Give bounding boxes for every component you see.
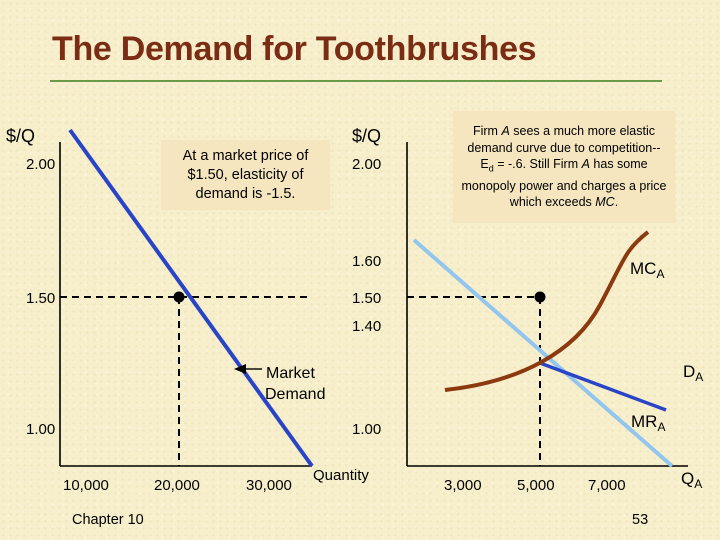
market-panel: $/Q 2.00 1.50 1.00 10,000 20,000 30,000 … bbox=[6, 126, 325, 494]
chapter-label: Chapter 10 bbox=[72, 512, 144, 528]
market-y-axis-label: $/Q bbox=[6, 126, 35, 146]
market-demand-label-line2: Demand bbox=[265, 386, 325, 403]
firm-x-axis-label: Quantity bbox=[313, 467, 369, 484]
market-demand-line bbox=[68, 128, 314, 468]
market-y-tick-1.00: 1.00 bbox=[26, 421, 55, 438]
market-x-tick-10000: 10,000 bbox=[63, 477, 109, 494]
market-x-tick-20000: 20,000 bbox=[154, 477, 200, 494]
page-number: 53 bbox=[632, 512, 649, 528]
firm-y-axis-label: $/Q bbox=[352, 126, 381, 146]
firm-marginal-revenue-line bbox=[539, 361, 667, 412]
firm-x-tick-7000: 7,000 bbox=[588, 477, 626, 494]
firm-demand-line bbox=[412, 238, 674, 468]
market-equilibrium-point bbox=[173, 291, 185, 303]
mc-label: MCA bbox=[630, 259, 664, 281]
firm-y-tick-1.00: 1.00 bbox=[352, 421, 381, 438]
demand-label: DA bbox=[683, 362, 703, 384]
title-underline bbox=[50, 80, 662, 82]
market-demand-arrowhead bbox=[234, 364, 246, 374]
firm-elasticity-text: Firm A sees a much more elastic demand c… bbox=[461, 123, 667, 210]
market-x-tick-30000: 30,000 bbox=[246, 477, 292, 494]
firm-x-tick-5000: 5,000 bbox=[517, 477, 555, 494]
firm-panel: $/Q 2.00 1.60 1.50 1.40 1.00 Quantity 3,… bbox=[313, 126, 703, 494]
firm-equilibrium-point bbox=[534, 291, 546, 303]
market-elasticity-callout: At a market price of $1.50, elasticity o… bbox=[161, 140, 330, 210]
market-y-tick-1.50: 1.50 bbox=[26, 290, 55, 307]
firm-quantity-label: QA bbox=[681, 469, 702, 491]
firm-marginal-cost-curve bbox=[444, 230, 650, 392]
firm-y-tick-1.40: 1.40 bbox=[352, 318, 381, 335]
firm-y-tick-1.60: 1.60 bbox=[352, 253, 381, 270]
firm-x-tick-3000: 3,000 bbox=[444, 477, 482, 494]
market-demand-label-line1: Market bbox=[266, 365, 315, 382]
firm-elasticity-callout: Firm A sees a much more elastic demand c… bbox=[453, 111, 675, 223]
market-elasticity-text: At a market price of $1.50, elasticity o… bbox=[182, 147, 309, 202]
mr-label: MRA bbox=[631, 412, 665, 434]
firm-y-tick-2.00: 2.00 bbox=[352, 156, 381, 173]
slide-title: The Demand for Toothbrushes bbox=[52, 30, 537, 68]
firm-y-tick-1.50: 1.50 bbox=[352, 290, 381, 307]
market-y-tick-2.00: 2.00 bbox=[26, 156, 55, 173]
